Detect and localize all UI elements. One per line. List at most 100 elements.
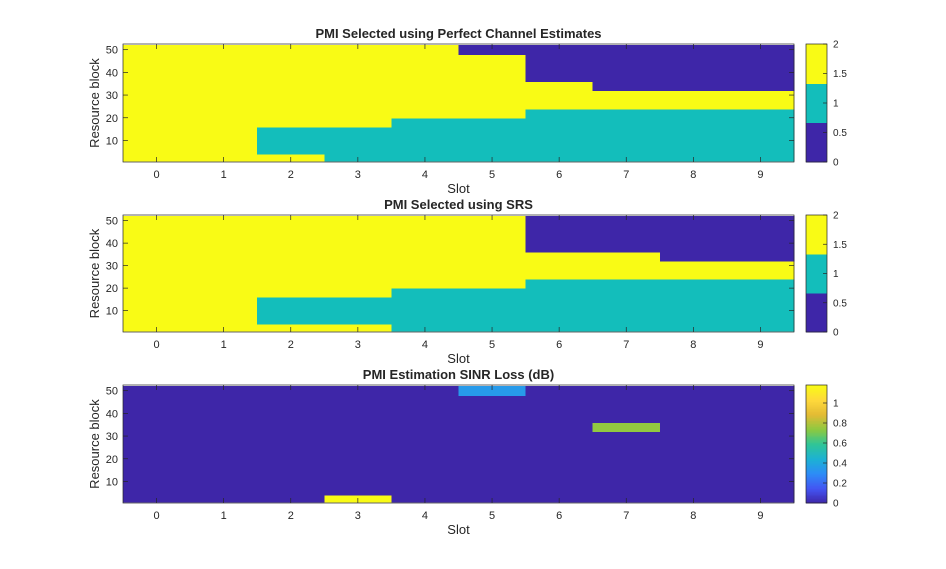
- heatmap-cell: [391, 216, 460, 289]
- colorbar-gradient-step: [806, 439, 827, 442]
- heatmap-cell: [592, 422, 661, 433]
- colorbar-gradient-step: [806, 398, 827, 401]
- colorbar-gradient-step: [806, 423, 827, 426]
- colorbar-gradient-step: [806, 407, 827, 410]
- y-tick-label: 30: [106, 90, 118, 102]
- colorbar-gradient-step: [806, 454, 827, 457]
- x-tick-label: 3: [355, 169, 361, 181]
- colorbar-gradient-step: [806, 498, 827, 501]
- heatmap-cell: [525, 81, 594, 110]
- heatmap-cell: [726, 261, 795, 280]
- colorbar-tick-label: 0.4: [833, 459, 847, 470]
- colorbar-tick-label: 1.5: [833, 240, 847, 251]
- y-tick-label: 10: [106, 476, 118, 488]
- colorbar-gradient-step: [806, 479, 827, 482]
- heatmap-cell: [659, 108, 728, 162]
- y-tick-label: 30: [106, 261, 118, 273]
- colorbar-gradient-step: [806, 442, 827, 445]
- heatmap-cell: [726, 216, 795, 262]
- x-tick-label: 6: [556, 169, 562, 181]
- x-tick-label: 4: [422, 339, 428, 351]
- colorbar-gradient-step: [806, 435, 827, 438]
- chart-title: PMI Estimation SINR Loss (dB): [363, 367, 554, 382]
- colorbar: 0 0.5 1 1.5 2: [805, 211, 847, 339]
- x-axis-label: Slot: [447, 181, 470, 196]
- colorbar-gradient-step: [806, 495, 827, 498]
- x-tick-label: 8: [690, 169, 696, 181]
- heatmap-cell: [190, 45, 258, 162]
- x-tick-label: 5: [489, 510, 495, 522]
- x-tick-label: 1: [221, 169, 227, 181]
- x-tick-label: 2: [288, 510, 294, 522]
- y-tick-label: 20: [106, 454, 118, 466]
- colorbar-swatch: [806, 44, 827, 84]
- colorbar-gradient-step: [806, 404, 827, 407]
- heatmap-cell: [525, 252, 594, 280]
- colorbar-gradient-step: [806, 393, 827, 396]
- colorbar-gradient-step: [806, 452, 827, 455]
- heatmap-cell: [592, 216, 661, 253]
- heatmap-cell: [525, 45, 594, 83]
- colorbar-gradient-step: [806, 486, 827, 489]
- heatmap-cell: [726, 45, 795, 92]
- colorbar-gradient-step: [806, 405, 827, 408]
- colorbar-gradient-step: [806, 402, 827, 405]
- colorbar-swatch: [806, 122, 827, 163]
- heatmap-cell: [726, 108, 795, 162]
- colorbar-gradient-step: [806, 392, 827, 395]
- colorbar-gradient-step: [806, 480, 827, 483]
- colorbar-gradient-step: [806, 458, 827, 461]
- colorbar-gradient-step: [806, 421, 827, 424]
- heatmap-cell: [324, 45, 392, 128]
- colorbar-gradient-step: [806, 448, 827, 451]
- colorbar-gradient-step: [806, 473, 827, 476]
- colorbar-gradient-step: [806, 488, 827, 491]
- colorbar-gradient-step: [806, 445, 827, 448]
- colorbar-gradient-step: [806, 500, 827, 503]
- colorbar-gradient-step: [806, 418, 827, 422]
- colorbar-gradient-step: [806, 483, 827, 486]
- heatmap-cell: [592, 386, 661, 424]
- colorbar-gradient-step: [806, 414, 827, 417]
- heatmap-cell: [391, 45, 460, 119]
- heatmap-cell: [592, 90, 661, 110]
- heatmap-cell: [458, 117, 527, 162]
- colorbar-gradient-step: [806, 472, 827, 475]
- y-tick-label: 40: [106, 67, 118, 79]
- colorbar: 0 0.2 0.4 0.6 0.8 1: [805, 384, 847, 510]
- colorbar-gradient-step: [806, 463, 827, 466]
- heatmap-cell: [592, 252, 661, 280]
- colorbar-gradient-step: [806, 396, 827, 399]
- colorbar-tick-label: 0: [833, 499, 839, 510]
- colorbar-gradient-step: [806, 433, 827, 436]
- colorbar-gradient-step: [806, 492, 827, 495]
- colorbar-swatch: [806, 254, 827, 294]
- colorbar-gradient-step: [806, 449, 827, 452]
- colorbar-gradient-step: [806, 482, 827, 485]
- heatmap-cell: [592, 431, 661, 503]
- y-tick-label: 20: [106, 283, 118, 295]
- y-tick-label: 20: [106, 113, 118, 125]
- heatmap-cell: [123, 386, 191, 503]
- x-tick-label: 5: [489, 169, 495, 181]
- colorbar-tick-label: 0.5: [833, 298, 847, 309]
- heatmap-cell: [726, 386, 795, 503]
- colorbar-gradient-step: [806, 410, 827, 413]
- colorbar-gradient-step: [806, 470, 827, 473]
- colorbar-gradient-step: [806, 430, 827, 433]
- heatmap-cell: [525, 216, 594, 253]
- heatmap-cell: [592, 279, 661, 332]
- heatmap-cell: [525, 386, 594, 503]
- y-tick-label: 40: [106, 408, 118, 420]
- colorbar-gradient-step: [806, 389, 827, 392]
- colorbar-gradient-step: [806, 424, 827, 427]
- heatmap-cell: [123, 216, 191, 332]
- x-tick-label: 5: [489, 339, 495, 351]
- heatmap-cell: [257, 297, 325, 325]
- colorbar-gradient-step: [806, 494, 827, 497]
- colorbar-gradient-step: [806, 444, 827, 447]
- heatmap-cell: [525, 279, 594, 332]
- heatmap-cell: [391, 117, 460, 162]
- x-tick-label: 3: [355, 339, 361, 351]
